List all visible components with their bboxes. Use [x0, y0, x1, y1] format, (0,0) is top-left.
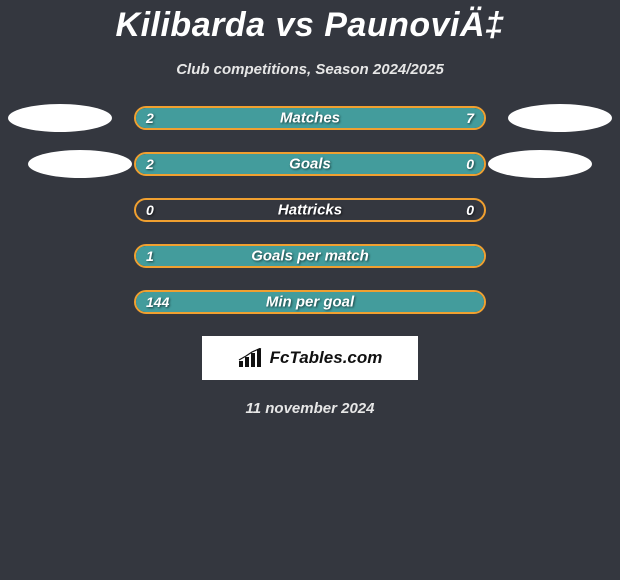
- stat-label: Matches: [280, 110, 340, 127]
- oval-slot-right: [508, 104, 612, 132]
- brand-text: FcTables.com: [270, 348, 383, 368]
- player2-name: PaunoviÄ‡: [324, 6, 504, 44]
- stat-value-player1: 144: [146, 294, 169, 310]
- stat-label: Goals per match: [251, 248, 369, 265]
- stat-bar: 2 7 Matches: [134, 106, 486, 130]
- player1-oval: [28, 150, 132, 178]
- stat-value-player2: 0: [466, 202, 474, 218]
- brand-box[interactable]: FcTables.com: [202, 336, 418, 380]
- player1-name: Kilibarda: [116, 6, 266, 44]
- page-title: Kilibarda vs PaunoviÄ‡: [0, 6, 620, 45]
- vs-text: vs: [275, 6, 314, 44]
- stat-row: 0 0 Hattricks: [8, 198, 612, 222]
- stat-label: Goals: [289, 156, 331, 173]
- stat-value-player1: 0: [146, 202, 154, 218]
- stat-bar: 1 Goals per match: [134, 244, 486, 268]
- stat-row: 1 Goals per match: [8, 244, 612, 268]
- player1-oval: [8, 104, 112, 132]
- stat-value-player1: 1: [146, 248, 154, 264]
- stat-row: 144 Min per goal: [8, 290, 612, 314]
- player2-oval: [508, 104, 612, 132]
- bar-fill-player2: [213, 108, 484, 128]
- stat-value-player1: 2: [146, 110, 154, 126]
- player2-oval: [488, 150, 592, 178]
- stat-label: Hattricks: [278, 202, 342, 219]
- stat-value-player2: 0: [466, 156, 474, 172]
- stat-label: Min per goal: [266, 294, 354, 311]
- oval-slot-left: [8, 104, 112, 132]
- bar-fill-player1: [136, 154, 407, 174]
- stat-value-player2: 7: [466, 110, 474, 126]
- stat-row: 2 7 Matches: [8, 106, 612, 130]
- header: Kilibarda vs PaunoviÄ‡: [0, 0, 620, 45]
- stat-value-player1: 2: [146, 156, 154, 172]
- stat-bar: 0 0 Hattricks: [134, 198, 486, 222]
- oval-slot-right: [508, 150, 612, 178]
- brand-link[interactable]: FcTables.com: [238, 348, 383, 368]
- chart-icon: [238, 348, 264, 368]
- stat-row: 2 0 Goals: [8, 152, 612, 176]
- stat-bar: 2 0 Goals: [134, 152, 486, 176]
- date-text: 11 november 2024: [0, 400, 620, 417]
- subtitle: Club competitions, Season 2024/2025: [0, 61, 620, 78]
- oval-slot-left: [8, 150, 112, 178]
- stat-rows: 2 7 Matches 2 0 Goals 0 0 Hattricks 1 Goals per ma…: [0, 106, 620, 314]
- stat-bar: 144 Min per goal: [134, 290, 486, 314]
